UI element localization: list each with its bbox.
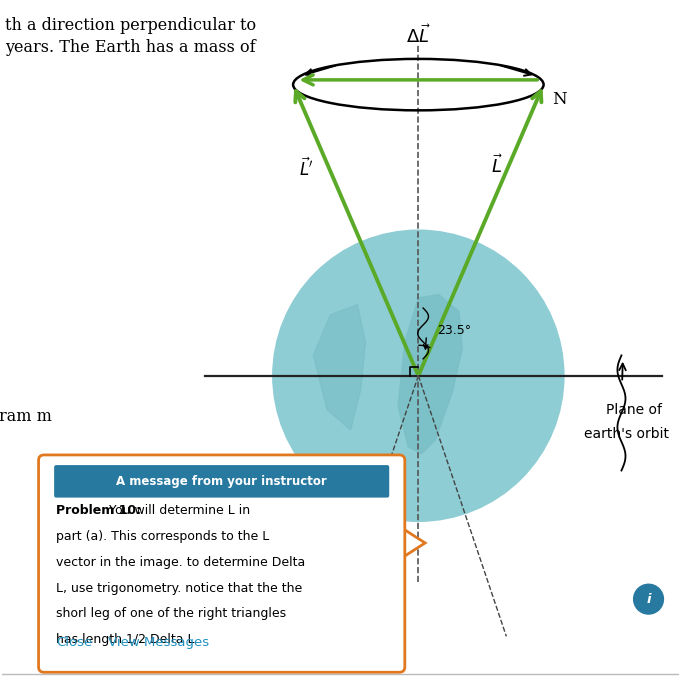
Text: 23.5°: 23.5°	[437, 324, 471, 336]
Text: part (a). This corresponds to the L: part (a). This corresponds to the L	[56, 530, 270, 543]
Text: N: N	[552, 91, 567, 108]
Text: $\vec{L}'$: $\vec{L}'$	[300, 158, 314, 180]
Text: $\Delta\vec{L}$: $\Delta\vec{L}$	[406, 24, 431, 47]
Circle shape	[273, 230, 564, 521]
Text: Plane of: Plane of	[606, 403, 662, 417]
Circle shape	[633, 584, 663, 614]
Text: A message from your instructor: A message from your instructor	[116, 475, 327, 488]
PathPatch shape	[399, 527, 425, 559]
Text: years. The Earth has a mass of: years. The Earth has a mass of	[5, 39, 256, 56]
Text: earth's orbit: earth's orbit	[584, 427, 669, 441]
Text: vector in the image. to determine Delta: vector in the image. to determine Delta	[56, 556, 305, 569]
FancyBboxPatch shape	[54, 465, 390, 498]
Text: i: i	[646, 592, 651, 606]
Text: has length 1/2 Delta L.: has length 1/2 Delta L.	[56, 633, 199, 646]
Text: ram m: ram m	[0, 408, 52, 425]
Text: View Messages: View Messages	[108, 636, 210, 649]
Text: Problem 10:: Problem 10:	[56, 504, 141, 517]
Polygon shape	[313, 305, 366, 430]
Text: $\vec{L}$: $\vec{L}$	[491, 154, 503, 177]
Polygon shape	[398, 294, 462, 454]
Text: Close: Close	[56, 636, 93, 649]
Text: L, use trigonometry. notice that the the: L, use trigonometry. notice that the the	[56, 582, 302, 594]
Text: S: S	[313, 634, 325, 651]
Text: th a direction perpendicular to: th a direction perpendicular to	[5, 17, 257, 34]
Text: You will determine L in: You will determine L in	[105, 504, 250, 517]
FancyBboxPatch shape	[39, 455, 405, 672]
Text: shorl leg of one of the right triangles: shorl leg of one of the right triangles	[56, 607, 286, 620]
